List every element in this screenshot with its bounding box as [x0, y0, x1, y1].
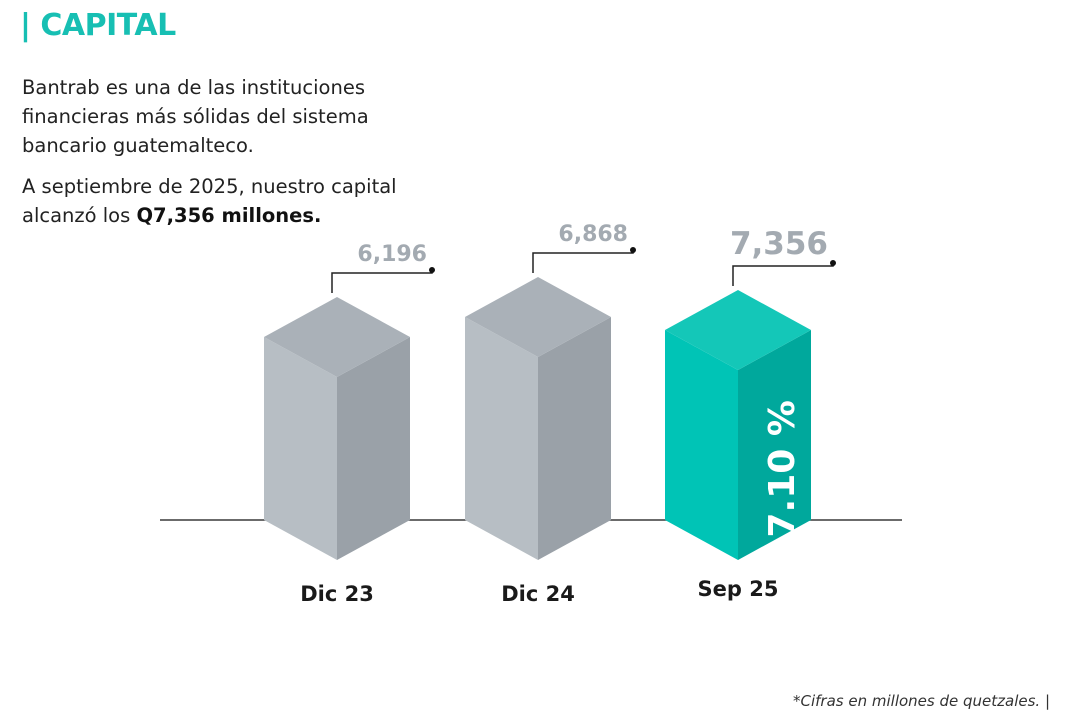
capital-paragraph-text: A septiembre de 2025, nuestro capital al…	[22, 175, 397, 227]
capital-amount: Q7,356 millones.	[136, 204, 322, 227]
growth-annotation: 7.10 %	[762, 400, 803, 537]
value-label-0: 6,196	[357, 242, 427, 267]
intro-paragraph: Bantrab es una de las instituciones fina…	[22, 76, 369, 157]
value-dot-2	[830, 260, 836, 266]
bar-left-face-1	[465, 317, 538, 560]
bars-group: 6,196 Dic 23 6,868 Dic 24 7,356 Sep 25 7.10 %	[264, 222, 836, 606]
bar-top-face-2	[665, 290, 811, 370]
capital-paragraph: A septiembre de 2025, nuestro capital al…	[22, 172, 452, 230]
category-label-2: Sep 25	[698, 577, 779, 601]
bar-right-face-2	[738, 330, 811, 560]
page-title: | CAPITAL	[20, 8, 176, 43]
value-leader-0	[331, 270, 433, 293]
bar-top-face-1	[465, 277, 611, 357]
value-dot-0	[429, 267, 435, 273]
bar-right-face-0	[337, 337, 410, 560]
value-label-1: 6,868	[558, 222, 628, 247]
footnote: *Cifras en millones de quetzales. |	[793, 692, 1050, 710]
bar-left-face-0	[264, 337, 337, 560]
category-label-0: Dic 23	[300, 582, 374, 606]
value-dot-1	[630, 247, 636, 253]
bar-top-face-0	[264, 297, 410, 377]
bar-right-face-1	[538, 317, 611, 560]
value-label-2: 7,356	[730, 226, 828, 262]
value-leader-2	[732, 263, 834, 286]
value-leader-1	[532, 250, 634, 273]
bar-left-face-2	[665, 330, 738, 560]
category-label-1: Dic 24	[501, 582, 575, 606]
